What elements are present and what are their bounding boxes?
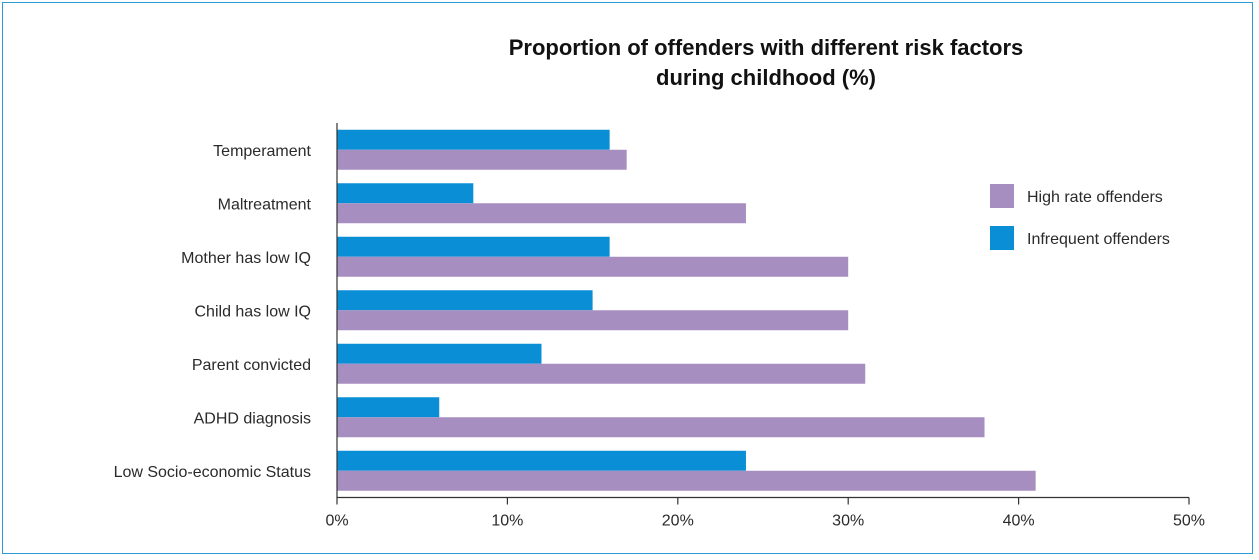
x-tick-label-30: 30% [832,513,864,530]
bar-high-rate-offenders-parent-convicted [337,363,866,384]
bar-high-rate-offenders-mother-has-low-iq [337,256,849,277]
category-labels: Temperament Maltreatment Mother has low IQ… [114,143,312,481]
category-label-child-has-low-iq: Child has low IQ [195,303,312,320]
chart-frame: Proportion of offenders with different r… [2,2,1253,554]
x-tick-label-40: 40% [1003,513,1035,530]
bar-infrequent-offenders-temperament [337,129,610,150]
chart-title: Proportion of offenders with different r… [509,35,1024,90]
legend-label-high-rate-offenders: High rate offenders [1027,189,1163,206]
bar-high-rate-offenders-adhd-diagnosis [337,417,985,438]
category-label-adhd-diagnosis: ADHD diagnosis [194,410,311,427]
axes-group: 0% 10% 20% 30% 40% 50% [325,123,1205,530]
x-tick-label-0: 0% [325,513,348,530]
category-label-maltreatment: Maltreatment [218,196,312,213]
legend: High rate offenders Infrequent offenders [990,184,1170,250]
bar-high-rate-offenders-maltreatment [337,203,746,224]
bar-chart: Proportion of offenders with different r… [114,35,1205,530]
category-label-temperament: Temperament [213,143,311,160]
legend-swatch-high-rate-offenders [990,184,1014,208]
bar-infrequent-offenders-maltreatment [337,183,474,204]
bars-group [337,129,1036,491]
bar-high-rate-offenders-low-socio-economic-status [337,470,1036,491]
x-tick-label-10: 10% [491,513,523,530]
category-label-low-socio-economic-status: Low Socio-economic Status [114,464,311,481]
bar-infrequent-offenders-parent-convicted [337,343,542,364]
category-label-parent-convicted: Parent convicted [192,357,311,374]
bar-infrequent-offenders-adhd-diagnosis [337,397,440,418]
chart-title-line-2: during childhood (%) [656,65,876,90]
legend-swatch-infrequent-offenders [990,226,1014,250]
category-label-mother-has-low-iq: Mother has low IQ [181,250,311,267]
chart-title-line-1: Proportion of offenders with different r… [509,35,1024,60]
bar-high-rate-offenders-child-has-low-iq [337,310,849,331]
bar-infrequent-offenders-mother-has-low-iq [337,236,610,257]
x-tick-label-50: 50% [1173,513,1205,530]
bar-infrequent-offenders-low-socio-economic-status [337,450,746,471]
legend-label-infrequent-offenders: Infrequent offenders [1027,231,1170,248]
x-tick-label-20: 20% [662,513,694,530]
bar-infrequent-offenders-child-has-low-iq [337,290,593,311]
bar-high-rate-offenders-temperament [337,149,627,170]
